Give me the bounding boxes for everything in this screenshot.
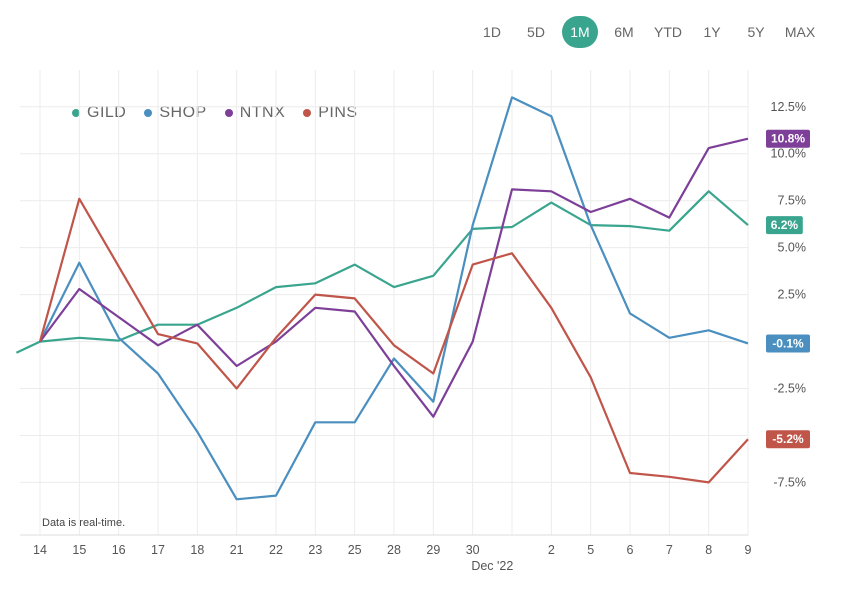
series-line-pins bbox=[38, 197, 749, 484]
legend-item-shop[interactable]: SHOP bbox=[144, 104, 206, 122]
y-tick-label: 12.5% bbox=[771, 100, 806, 114]
x-month-label: Dec '22 bbox=[471, 559, 513, 573]
range-button-max[interactable]: MAX bbox=[778, 16, 822, 48]
y-tick-label: 2.5% bbox=[778, 288, 807, 302]
legend-item-pins[interactable]: PINS bbox=[303, 104, 357, 122]
x-tick-label: 23 bbox=[308, 543, 322, 557]
x-tick-label: 8 bbox=[705, 543, 712, 557]
x-tick-label: 2 bbox=[548, 543, 555, 557]
legend-dot-icon bbox=[303, 109, 312, 117]
legend-dot-icon bbox=[224, 109, 233, 117]
chart-legend: GILD SHOP NTNX PINS bbox=[72, 104, 358, 122]
legend-label: PINS bbox=[318, 104, 358, 121]
value-badge-label-ntnx: 10.8% bbox=[771, 132, 805, 146]
legend-label: SHOP bbox=[159, 104, 207, 121]
x-tick-label: 21 bbox=[230, 543, 244, 557]
x-tick-label: 15 bbox=[72, 543, 86, 557]
x-tick-label: 6 bbox=[627, 543, 634, 557]
realtime-footnote: Data is real-time. bbox=[42, 517, 126, 529]
y-tick-label: 5.0% bbox=[778, 241, 807, 255]
x-tick-label: 18 bbox=[190, 543, 204, 557]
legend-label: GILD bbox=[87, 104, 127, 121]
legend-item-gild[interactable]: GILD bbox=[72, 104, 126, 122]
series-line-ntnx bbox=[39, 137, 749, 418]
x-tick-label: 17 bbox=[151, 543, 165, 557]
legend-item-ntnx[interactable]: NTNX bbox=[224, 104, 286, 122]
value-badge-pins bbox=[766, 430, 810, 449]
y-tick-label: -7.5% bbox=[773, 475, 806, 489]
x-tick-label: 9 bbox=[745, 543, 752, 557]
x-tick-label: 25 bbox=[348, 543, 362, 557]
range-button-ytd[interactable]: YTD bbox=[646, 16, 690, 48]
value-badge-gild bbox=[766, 216, 803, 235]
range-button-6m[interactable]: 6M bbox=[602, 16, 646, 48]
range-button-5y[interactable]: 5Y bbox=[734, 16, 778, 48]
value-badge-shop bbox=[766, 334, 810, 353]
legend-dot-icon bbox=[72, 109, 80, 117]
x-tick-label: 7 bbox=[666, 543, 673, 557]
value-badge-label-pins: -5.2% bbox=[772, 432, 804, 446]
range-button-1m[interactable]: 1M bbox=[562, 16, 598, 48]
range-button-1y[interactable]: 1Y bbox=[690, 16, 734, 48]
x-tick-label: 28 bbox=[387, 543, 401, 557]
value-badge-label-shop: -0.1% bbox=[772, 336, 804, 350]
y-tick-label: 10.0% bbox=[771, 147, 806, 161]
x-tick-label: 29 bbox=[426, 543, 440, 557]
x-tick-label: 5 bbox=[587, 543, 594, 557]
y-tick-label: -2.5% bbox=[773, 382, 806, 396]
legend-dot-icon bbox=[144, 109, 153, 117]
y-tick-label: 7.5% bbox=[778, 194, 807, 208]
value-badge-label-gild: 6.2% bbox=[771, 218, 799, 232]
value-badge-ntnx bbox=[766, 129, 810, 148]
x-tick-label: 30 bbox=[466, 543, 480, 557]
x-tick-label: 14 bbox=[33, 543, 47, 557]
series-line-gild bbox=[15, 190, 749, 354]
x-tick-label: 22 bbox=[269, 543, 283, 557]
legend-label: NTNX bbox=[239, 104, 286, 121]
range-selector: 1D 5D 1M 6M YTD 1Y 5Y MAX bbox=[470, 16, 822, 48]
range-button-1d[interactable]: 1D bbox=[470, 16, 514, 48]
range-button-5d[interactable]: 5D bbox=[514, 16, 558, 48]
x-tick-label: 16 bbox=[112, 543, 126, 557]
